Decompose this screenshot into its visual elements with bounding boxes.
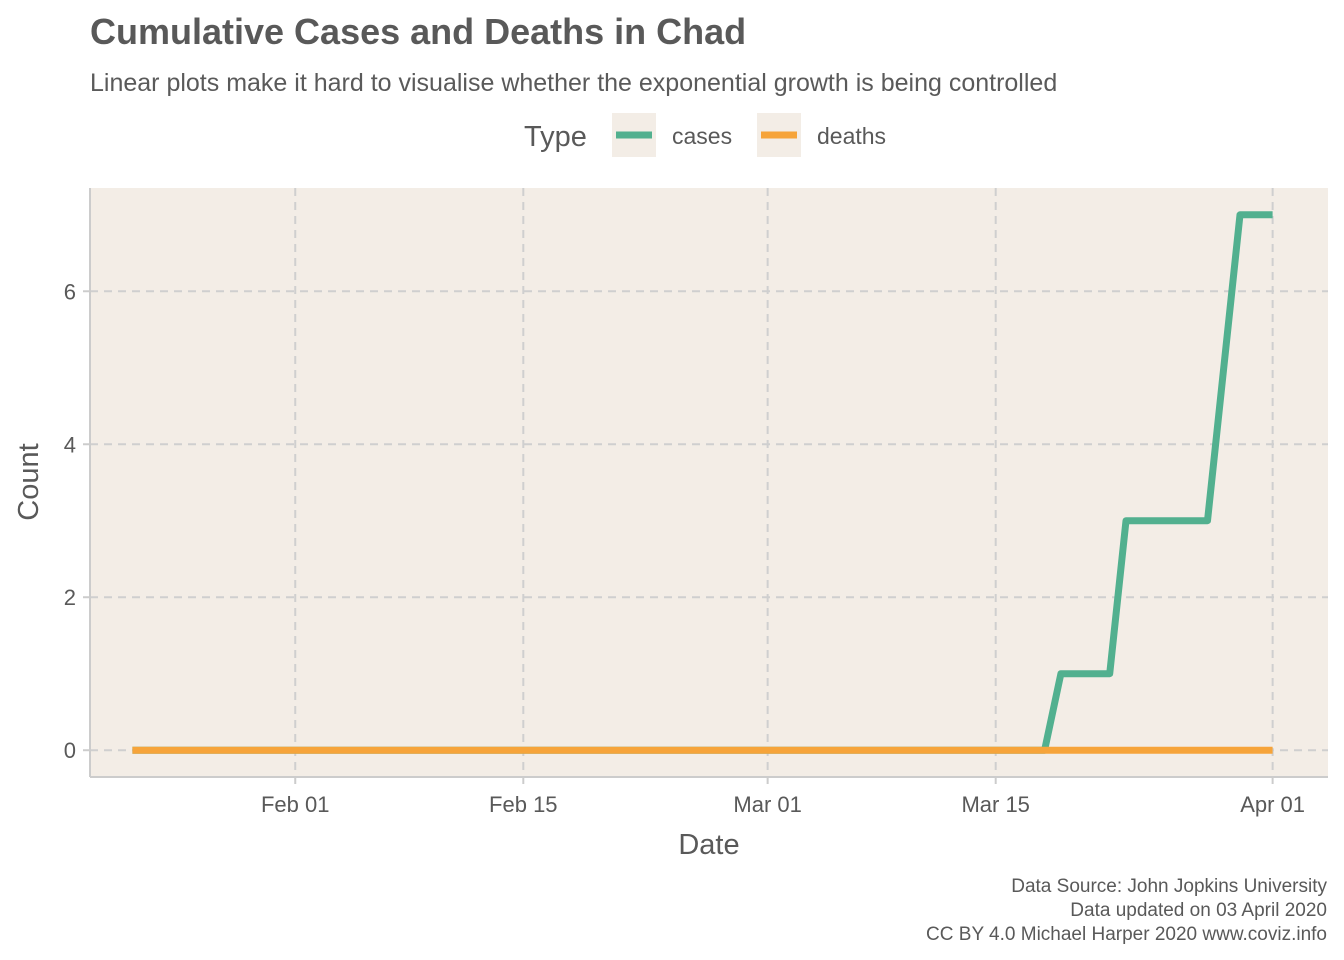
- x-tick-label-0: Feb 01: [261, 792, 330, 817]
- x-axis-title: Date: [678, 829, 739, 861]
- chart-title: Cumulative Cases and Deaths in Chad: [90, 11, 746, 52]
- legend-label-deaths: deaths: [817, 123, 886, 149]
- x-tick-label-3: Mar 15: [961, 792, 1029, 817]
- caption-line-2: Data updated on 03 April 2020: [1070, 900, 1327, 921]
- series-line-cases: [132, 211, 1273, 754]
- caption-line-3: CC BY 4.0 Michael Harper 2020 www.coviz.…: [926, 924, 1327, 945]
- x-tick-label-2: Mar 01: [733, 792, 801, 817]
- x-tick-label-1: Feb 15: [489, 792, 558, 817]
- y-tick-label-0: 0: [64, 738, 76, 763]
- series-lines: [132, 211, 1273, 754]
- y-tick-label-2: 2: [64, 585, 76, 610]
- legend: Type cases deaths: [524, 113, 886, 157]
- chart-subtitle: Linear plots make it hard to visualise w…: [90, 69, 1057, 97]
- plot-panel: [90, 188, 1328, 776]
- axis-ticks: 0 2 4 6 Feb 01 Feb 15 Mar 01 Mar 15 Apr 01: [64, 279, 1305, 817]
- legend-title: Type: [524, 121, 587, 153]
- y-tick-label-6: 6: [64, 279, 76, 304]
- y-tick-label-4: 4: [64, 432, 76, 457]
- gridlines: [90, 188, 1328, 777]
- x-tick-label-4: Apr 01: [1240, 792, 1305, 817]
- y-axis-title: Count: [13, 443, 45, 520]
- legend-label-cases: cases: [672, 123, 732, 149]
- caption-line-1: Data Source: John Jopkins University: [1011, 876, 1327, 897]
